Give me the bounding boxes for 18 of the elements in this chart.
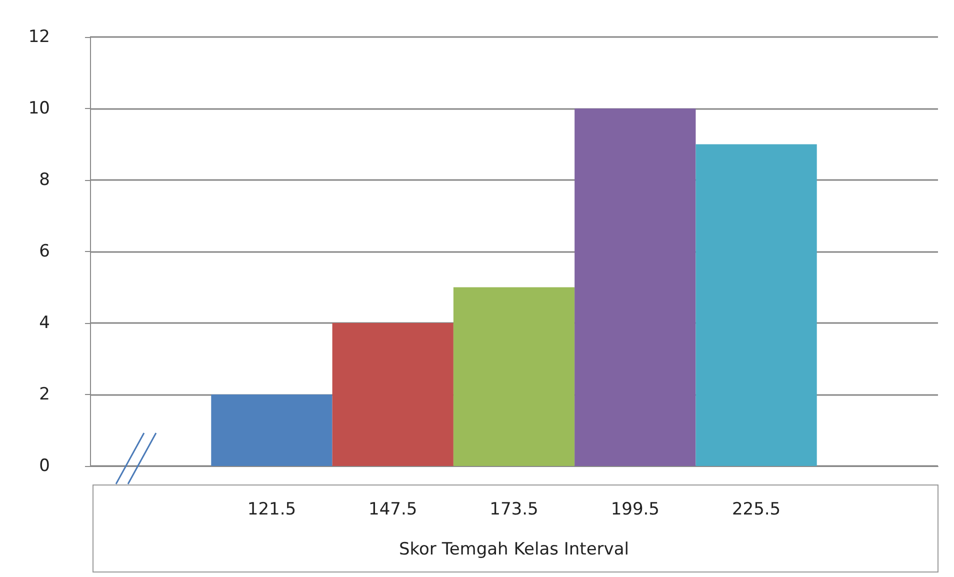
x-tick-label: 225.5 (732, 500, 781, 520)
bar (211, 394, 332, 466)
x-tick-label: 121.5 (247, 500, 296, 520)
y-tick-label: 4 (39, 313, 50, 333)
x-tick-label: 147.5 (368, 500, 418, 520)
bar (453, 287, 575, 466)
y-tick-label: 2 (39, 384, 50, 404)
y-tick-label: 8 (39, 170, 50, 190)
bar (696, 144, 817, 466)
bar (574, 108, 696, 466)
y-tick-label: 6 (39, 242, 50, 262)
y-tick-label: 0 (39, 456, 50, 476)
x-tick-label: 173.5 (490, 500, 538, 520)
bar (332, 323, 454, 466)
x-tick-label: 199.5 (610, 500, 660, 520)
x-axis-title: Skor Temgah Kelas Interval (399, 540, 629, 560)
y-tick-label: 12 (28, 27, 50, 47)
y-tick-label: 10 (28, 98, 50, 118)
